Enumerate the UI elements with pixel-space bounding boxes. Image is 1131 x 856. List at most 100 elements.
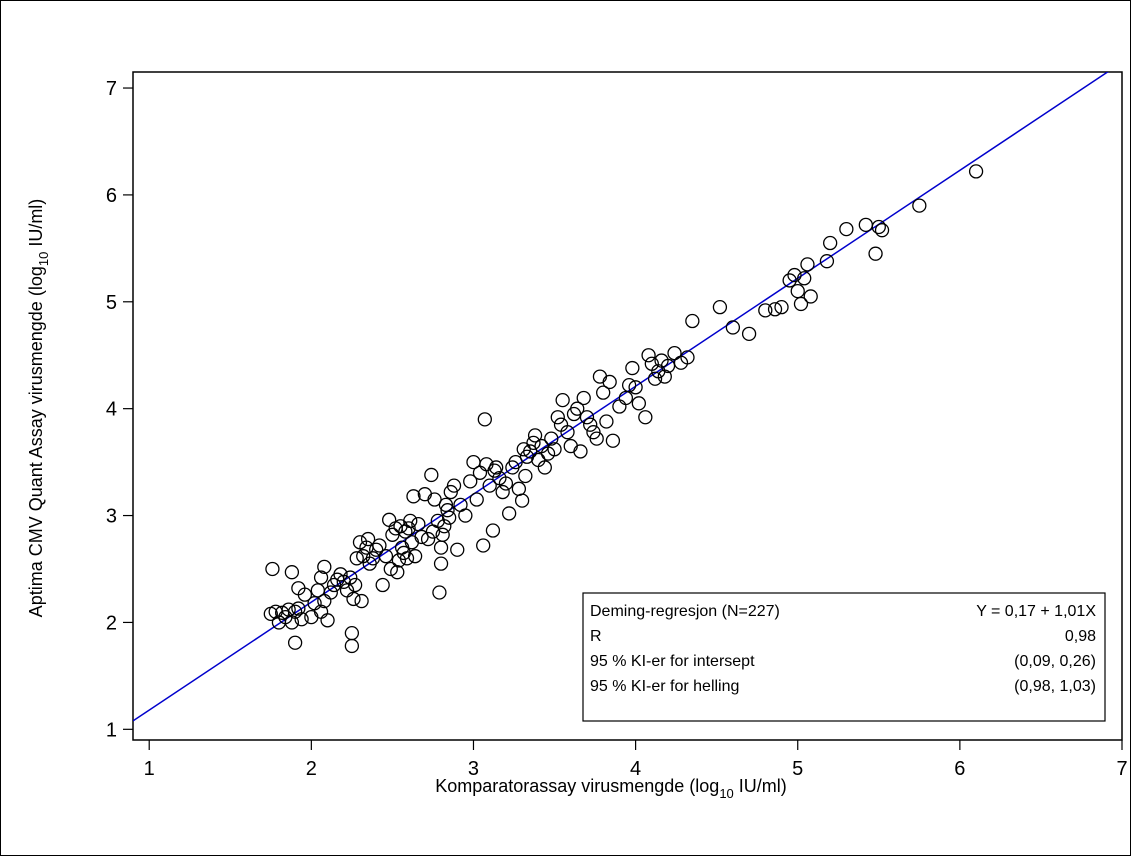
data-point xyxy=(287,635,303,650)
data-point xyxy=(501,506,517,521)
data-point xyxy=(526,435,541,451)
data-point xyxy=(560,425,575,440)
data-point xyxy=(638,410,653,425)
y-axis: 1 2 3 4 5 6 7 xyxy=(106,78,133,741)
data-point xyxy=(774,299,789,315)
data-point xyxy=(537,460,552,475)
data-point xyxy=(570,401,585,416)
data-point xyxy=(369,542,384,557)
data-point xyxy=(628,380,643,395)
data-point xyxy=(463,474,478,489)
data-point xyxy=(871,219,886,235)
data-point xyxy=(383,561,398,577)
data-point xyxy=(579,410,595,425)
y-tick-label: 6 xyxy=(106,185,117,207)
data-point xyxy=(320,613,335,628)
data-point xyxy=(344,638,360,654)
data-point xyxy=(516,442,531,457)
data-point xyxy=(375,577,390,593)
data-point xyxy=(599,414,614,429)
data-point xyxy=(378,549,394,564)
data-point xyxy=(573,444,588,459)
data-point xyxy=(576,390,591,406)
data-point xyxy=(435,527,450,542)
data-point xyxy=(349,551,364,566)
data-point xyxy=(758,303,773,318)
data-point xyxy=(508,454,523,470)
data-point xyxy=(498,476,514,491)
data-point xyxy=(347,577,363,593)
data-point xyxy=(323,585,338,600)
x-tick-label: 3 xyxy=(468,758,479,780)
data-point xyxy=(819,254,835,269)
data-point xyxy=(485,523,501,538)
data-point xyxy=(399,551,415,566)
data-point xyxy=(446,478,462,493)
data-point xyxy=(406,489,421,504)
data-point xyxy=(284,565,300,580)
data-point xyxy=(450,542,465,557)
data-point xyxy=(440,503,455,518)
legend-row-2-value: 0,98 xyxy=(1065,628,1096,645)
data-point xyxy=(354,593,369,609)
data-point xyxy=(372,538,387,553)
data-point xyxy=(476,538,491,553)
data-point xyxy=(685,313,700,329)
data-point xyxy=(401,521,416,536)
data-point xyxy=(414,529,429,545)
data-point xyxy=(589,431,604,446)
data-point xyxy=(294,612,309,627)
data-point xyxy=(469,492,484,507)
data-point xyxy=(625,360,640,376)
y-tick-label: 7 xyxy=(106,78,117,100)
data-point xyxy=(602,374,617,390)
data-point xyxy=(482,478,497,493)
data-point xyxy=(544,431,559,446)
data-point xyxy=(489,460,504,475)
data-point xyxy=(657,369,672,384)
data-point xyxy=(514,493,530,508)
data-point xyxy=(523,444,538,459)
x-tick-label: 6 xyxy=(954,758,965,780)
data-point xyxy=(265,561,280,577)
data-point xyxy=(868,246,883,261)
data-point xyxy=(793,296,809,312)
data-point xyxy=(333,567,348,582)
data-point xyxy=(621,378,637,393)
data-point xyxy=(667,345,682,361)
data-point xyxy=(725,320,741,335)
data-point xyxy=(596,385,611,400)
data-point xyxy=(680,350,695,365)
y-tick-label: 2 xyxy=(106,612,117,634)
legend-row-4-value: (0,98, 1,03) xyxy=(1014,678,1096,695)
data-point xyxy=(477,412,492,427)
legend-row-4-label: 95 % KI-er for helling xyxy=(590,678,739,695)
data-point xyxy=(968,164,984,179)
x-axis: 1 2 3 4 5 6 7 xyxy=(144,740,1128,780)
x-tick-label: 4 xyxy=(630,758,641,780)
data-point xyxy=(647,371,663,386)
data-point xyxy=(787,267,802,283)
y-tick-label: 4 xyxy=(106,399,117,421)
data-point xyxy=(641,348,656,363)
data-point xyxy=(317,559,332,575)
data-point xyxy=(313,570,329,585)
data-point xyxy=(839,221,854,237)
data-point xyxy=(424,467,439,483)
data-point xyxy=(547,442,562,457)
y-tick-label: 1 xyxy=(106,719,117,741)
legend-row-3-label: 95 % KI-er for intersept xyxy=(590,653,755,670)
data-point xyxy=(284,615,300,630)
data-point xyxy=(555,392,570,408)
x-tick-label: 2 xyxy=(306,758,317,780)
data-points xyxy=(263,164,984,654)
data-point xyxy=(487,463,502,478)
y-tick-label: 5 xyxy=(106,292,117,314)
data-point xyxy=(605,433,621,448)
data-point xyxy=(767,302,783,317)
data-point xyxy=(343,570,358,585)
data-point xyxy=(583,417,598,432)
legend-row-1-value: Y = 0,17 + 1,01X xyxy=(976,603,1096,620)
x-axis-title: Komparatorassay virusmengde (log10 IU/ml… xyxy=(435,776,787,801)
